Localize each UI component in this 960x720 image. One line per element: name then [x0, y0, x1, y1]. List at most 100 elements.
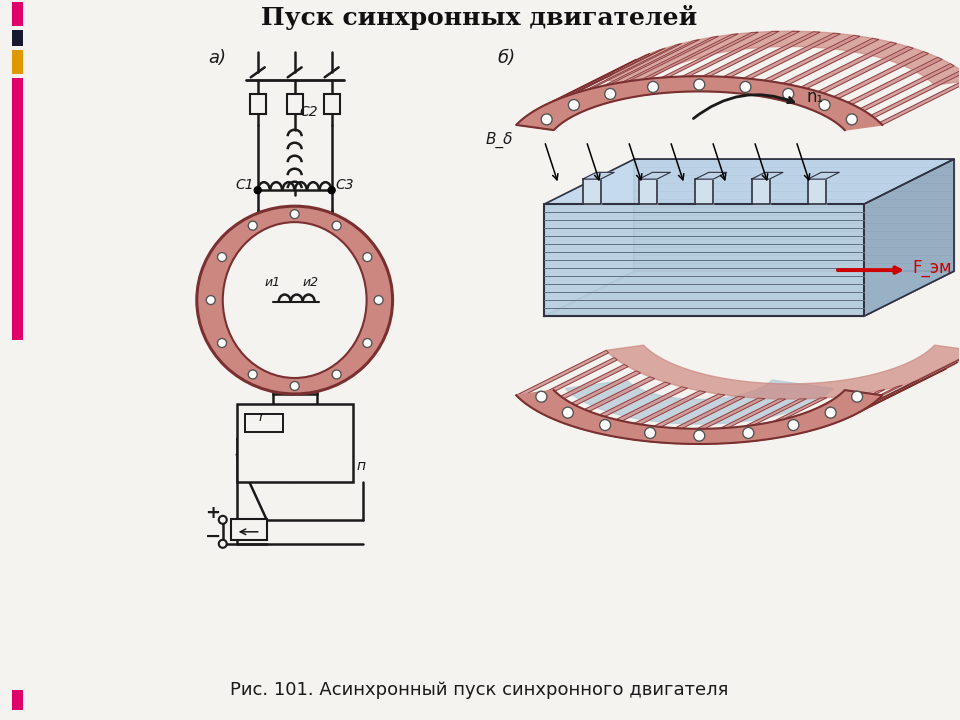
Polygon shape	[770, 393, 866, 439]
Polygon shape	[875, 355, 960, 402]
Text: Пуск синхронных двигателей: Пуск синхронных двигателей	[261, 5, 698, 30]
Text: б): б)	[497, 50, 516, 68]
Bar	[245, 415, 282, 433]
Polygon shape	[606, 31, 960, 85]
Circle shape	[600, 420, 611, 431]
Polygon shape	[703, 31, 800, 76]
Circle shape	[541, 114, 552, 125]
Circle shape	[788, 420, 799, 431]
Polygon shape	[560, 377, 655, 423]
Circle shape	[328, 186, 335, 194]
Bar	[12, 2, 23, 27]
Circle shape	[219, 540, 227, 548]
Polygon shape	[516, 390, 882, 444]
Polygon shape	[806, 385, 902, 432]
Text: С1: С1	[236, 178, 254, 192]
Polygon shape	[591, 387, 687, 433]
Bar	[12, 30, 23, 46]
Polygon shape	[709, 399, 806, 444]
Polygon shape	[570, 48, 665, 95]
Polygon shape	[723, 32, 820, 77]
Polygon shape	[763, 35, 860, 81]
Text: Рис. 101. Асинхронный пуск синхронного двигателя: Рис. 101. Асинхронный пуск синхронного д…	[230, 680, 729, 698]
Polygon shape	[807, 172, 839, 179]
Polygon shape	[610, 391, 706, 437]
Polygon shape	[587, 43, 682, 90]
Circle shape	[826, 407, 836, 418]
Polygon shape	[544, 271, 954, 316]
Polygon shape	[648, 397, 745, 442]
Polygon shape	[606, 345, 960, 399]
Circle shape	[290, 210, 300, 219]
Circle shape	[374, 296, 383, 305]
Bar	[12, 78, 23, 340]
Text: +: +	[204, 504, 220, 522]
Text: n₁: n₁	[806, 89, 824, 107]
Polygon shape	[542, 60, 636, 107]
Polygon shape	[824, 380, 919, 427]
Text: r: r	[259, 410, 264, 424]
Polygon shape	[818, 47, 913, 93]
Polygon shape	[695, 179, 713, 204]
Polygon shape	[752, 179, 770, 204]
Bar	[287, 94, 302, 114]
Polygon shape	[639, 172, 670, 179]
Circle shape	[290, 382, 300, 390]
Polygon shape	[575, 382, 670, 428]
Bar	[12, 690, 23, 710]
Circle shape	[218, 253, 227, 261]
Polygon shape	[807, 179, 826, 204]
Circle shape	[363, 253, 372, 261]
Text: F_эм: F_эм	[912, 259, 951, 277]
Polygon shape	[689, 399, 785, 444]
Polygon shape	[752, 172, 783, 179]
Polygon shape	[731, 397, 827, 443]
Circle shape	[605, 89, 615, 99]
Bar	[324, 94, 340, 114]
Polygon shape	[838, 375, 933, 422]
Polygon shape	[604, 40, 700, 86]
Circle shape	[332, 221, 341, 230]
Polygon shape	[871, 71, 960, 117]
Polygon shape	[641, 34, 738, 79]
Circle shape	[645, 428, 656, 438]
Polygon shape	[848, 58, 942, 104]
Text: С2: С2	[300, 105, 319, 120]
Polygon shape	[782, 38, 878, 84]
Text: С3: С3	[336, 178, 354, 192]
Circle shape	[363, 338, 372, 348]
Circle shape	[249, 221, 257, 230]
Circle shape	[254, 186, 261, 194]
Polygon shape	[516, 76, 882, 130]
Polygon shape	[546, 371, 640, 418]
Circle shape	[694, 430, 705, 441]
Circle shape	[332, 370, 341, 379]
Polygon shape	[864, 362, 957, 410]
Polygon shape	[544, 159, 954, 204]
Bar	[230, 519, 267, 540]
Polygon shape	[635, 159, 954, 271]
Ellipse shape	[223, 222, 367, 378]
Polygon shape	[583, 172, 614, 179]
Polygon shape	[516, 351, 609, 397]
Polygon shape	[583, 179, 601, 204]
Text: −: −	[204, 527, 221, 546]
Polygon shape	[864, 159, 954, 316]
Circle shape	[819, 99, 830, 110]
Polygon shape	[879, 78, 960, 125]
Text: В_δ: В_δ	[486, 132, 513, 148]
Polygon shape	[629, 394, 725, 440]
Polygon shape	[682, 32, 779, 76]
Ellipse shape	[197, 206, 393, 394]
Circle shape	[563, 407, 573, 418]
Circle shape	[219, 516, 227, 524]
Polygon shape	[695, 172, 727, 179]
Text: и1: и1	[265, 276, 281, 289]
Polygon shape	[531, 66, 624, 113]
Circle shape	[206, 296, 215, 305]
Polygon shape	[860, 63, 954, 111]
Polygon shape	[544, 204, 864, 316]
Bar	[250, 94, 266, 114]
Text: а): а)	[207, 50, 226, 68]
Polygon shape	[565, 380, 833, 424]
